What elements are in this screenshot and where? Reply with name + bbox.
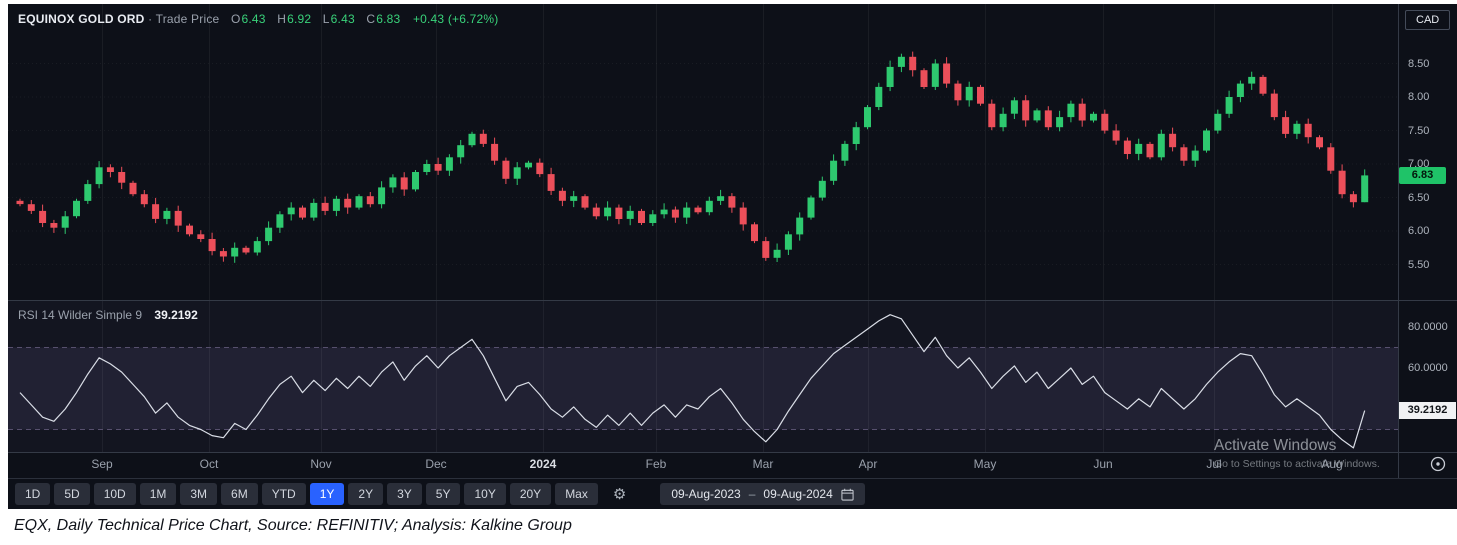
toolbar: 1D 5D 10D 1M 3M 6M YTD 1Y 2Y 3Y 5Y 10Y 20Y Max ⚙ 09-A… (8, 478, 1457, 509)
range-button-20y[interactable]: 20Y (509, 483, 552, 505)
rsi-last-value-badge: 39.2192 (1399, 402, 1456, 420)
range-button-5d[interactable]: 5D (54, 483, 90, 505)
instrument-name: EQUINOX GOLD ORD (18, 12, 145, 26)
time-axis-label: Mar (752, 457, 774, 471)
range-button-2y[interactable]: 2Y (348, 483, 384, 505)
target-icon[interactable] (1429, 455, 1447, 473)
settings-gear-icon[interactable]: ⚙ (609, 485, 630, 503)
high-value: 6.92 (287, 12, 312, 26)
open-token: O6.43 (231, 12, 266, 26)
range-button-max[interactable]: Max (555, 483, 598, 505)
last-price-badge: 6.83 (1399, 166, 1446, 184)
open-value: 6.43 (241, 12, 266, 26)
price-axis-tick: 7.00 (1408, 158, 1430, 170)
date-from: 09-Aug-2023 (671, 487, 741, 501)
price-axis-tick: 8.50 (1408, 57, 1430, 70)
range-button-1m[interactable]: 1M (139, 483, 177, 505)
range-button-3y[interactable]: 3Y (387, 483, 422, 505)
date-range-picker[interactable]: 09-Aug-2023 – 09-Aug-2024 (660, 483, 865, 505)
time-axis-label: Nov (310, 457, 332, 471)
high-token: H6.92 (277, 12, 311, 26)
currency-selector[interactable]: CAD (1405, 10, 1451, 30)
low-token: L6.43 (323, 12, 355, 26)
time-axis-label: Apr (858, 457, 878, 471)
close-label: C (366, 12, 376, 26)
price-axis-tick: 6.50 (1408, 191, 1430, 204)
chart-canvas[interactable] (8, 4, 1457, 478)
open-label: O (230, 12, 241, 26)
caption: EQX, Daily Technical Price Chart, Source… (14, 517, 572, 534)
range-button-6m[interactable]: 6M (221, 483, 258, 505)
rsi-legend: RSI 14 Wilder Simple 9 39.2192 (18, 308, 198, 322)
range-button-1d[interactable]: 1D (15, 483, 51, 505)
time-axis-label: Jun (1093, 457, 1113, 471)
price-axis-tick: 5.50 (1408, 258, 1430, 271)
range-button-10d[interactable]: 10D (93, 483, 136, 505)
rsi-label: RSI 14 Wilder Simple 9 (18, 308, 143, 322)
time-axis-label: Feb (645, 457, 667, 471)
range-button-10y[interactable]: 10Y (464, 483, 506, 505)
rsi-axis-tick: 80.0000 (1408, 321, 1448, 333)
legend-separator: · (148, 12, 153, 26)
range-button-3m[interactable]: 3M (180, 483, 218, 505)
range-button-ytd[interactable]: YTD (261, 483, 306, 505)
instrument-legend: EQUINOX GOLD ORD · Trade Price O6.43 H6.… (18, 12, 498, 26)
date-to: 09-Aug-2024 (763, 487, 833, 501)
change-value: +0.43 (+6.72%) (412, 12, 499, 26)
price-axis-tick: 8.00 (1408, 91, 1430, 103)
time-axis-label: May (973, 457, 997, 471)
close-value: 6.83 (376, 12, 401, 26)
rsi-value: 39.2192 (154, 308, 198, 322)
series-label: Trade Price (155, 12, 220, 26)
range-button-1y[interactable]: 1Y (309, 483, 345, 505)
high-label: H (277, 12, 287, 26)
calendar-icon[interactable] (841, 488, 854, 501)
time-axis-label: Aug (1321, 457, 1343, 471)
time-axis-label: Jul (1206, 457, 1222, 471)
low-value: 6.43 (330, 12, 355, 26)
time-axis-label: 2024 (529, 457, 557, 471)
rsi-axis-tick: 60.0000 (1408, 362, 1448, 374)
price-axis-tick: 6.00 (1408, 225, 1430, 237)
low-label: L (322, 12, 330, 26)
range-button-group: 1D 5D 10D 1M 3M 6M YTD 1Y 2Y 3Y 5Y 10Y 20Y Max (15, 483, 598, 505)
close-token: C6.83 (366, 12, 400, 26)
date-separator: – (748, 487, 756, 501)
range-button-5y[interactable]: 5Y (425, 483, 461, 505)
price-axis-tick: 7.50 (1408, 124, 1430, 137)
time-axis-label: Oct (199, 457, 219, 471)
time-axis-label: Sep (91, 457, 113, 471)
chart-widget: EQUINOX GOLD ORD · Trade Price O6.43 H6.… (8, 4, 1457, 509)
time-axis-label: Dec (425, 457, 447, 471)
